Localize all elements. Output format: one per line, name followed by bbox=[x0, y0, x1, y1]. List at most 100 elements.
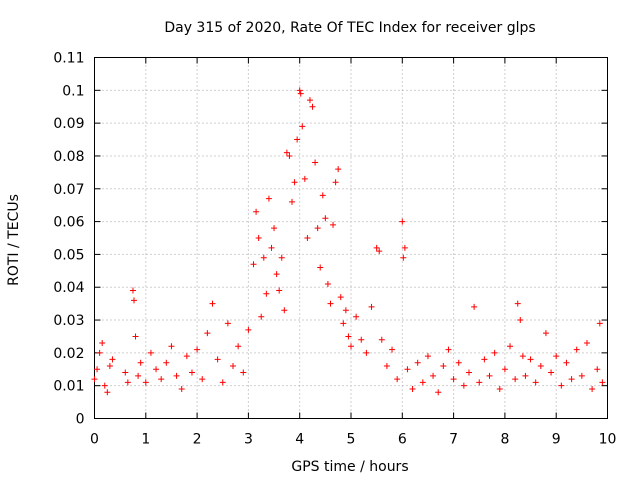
data-point bbox=[440, 362, 447, 369]
data-point bbox=[327, 300, 334, 307]
y-tick-label: 0.09 bbox=[53, 116, 84, 132]
data-point bbox=[583, 340, 590, 347]
y-axis-title: ROTI / TECUs bbox=[6, 194, 22, 286]
data-point bbox=[271, 225, 278, 232]
data-point bbox=[163, 359, 170, 366]
data-point bbox=[322, 215, 329, 222]
data-point bbox=[283, 149, 290, 156]
data-point bbox=[319, 192, 326, 199]
data-point bbox=[183, 353, 190, 360]
data-point bbox=[253, 208, 260, 215]
data-point bbox=[306, 97, 313, 104]
data-point bbox=[424, 353, 431, 360]
x-axis-title: GPS time / hours bbox=[291, 459, 408, 475]
data-point bbox=[124, 379, 131, 386]
data-point bbox=[281, 307, 288, 314]
data-point bbox=[219, 379, 226, 386]
data-point bbox=[340, 320, 347, 327]
data-point bbox=[106, 362, 113, 369]
axis-ticks bbox=[94, 57, 608, 419]
data-point bbox=[296, 87, 303, 94]
data-point bbox=[199, 376, 206, 383]
x-tick-label: 2 bbox=[193, 432, 202, 448]
x-tick-label: 7 bbox=[449, 432, 458, 448]
data-point bbox=[301, 175, 308, 182]
data-point bbox=[401, 244, 408, 251]
grid-lines bbox=[94, 57, 608, 419]
data-point bbox=[101, 382, 108, 389]
data-point bbox=[563, 359, 570, 366]
data-point bbox=[324, 280, 331, 287]
data-point bbox=[445, 346, 452, 353]
data-point bbox=[265, 195, 272, 202]
data-point bbox=[358, 336, 365, 343]
data-point bbox=[594, 366, 601, 373]
data-point bbox=[430, 372, 437, 379]
data-point bbox=[335, 166, 342, 173]
y-tick-labels: 0 0.01 0.02 0.03 0.04 0.05 0.06 0.07 0.08 0.09 0.1… bbox=[53, 51, 84, 428]
data-point bbox=[286, 152, 293, 159]
data-point bbox=[289, 198, 296, 205]
data-point bbox=[553, 353, 560, 360]
data-point bbox=[383, 362, 390, 369]
y-tick-label: 0.08 bbox=[53, 149, 84, 165]
data-point bbox=[548, 369, 555, 376]
data-point bbox=[465, 369, 472, 376]
data-point bbox=[471, 303, 478, 310]
data-point bbox=[158, 376, 165, 383]
data-point bbox=[299, 123, 306, 130]
data-point bbox=[314, 225, 321, 232]
data-point bbox=[317, 264, 324, 271]
data-point bbox=[194, 346, 201, 353]
y-tick-label: 0.06 bbox=[53, 215, 84, 231]
data-point bbox=[263, 290, 270, 297]
data-point bbox=[147, 349, 154, 356]
data-point bbox=[345, 333, 352, 340]
data-point bbox=[373, 244, 380, 251]
data-point bbox=[491, 349, 498, 356]
data-point bbox=[188, 369, 195, 376]
data-point bbox=[368, 303, 375, 310]
data-point bbox=[142, 379, 149, 386]
data-point bbox=[481, 356, 488, 363]
data-point bbox=[173, 372, 180, 379]
data-point bbox=[394, 376, 401, 383]
x-tick-label: 3 bbox=[244, 432, 253, 448]
x-tick-label: 8 bbox=[500, 432, 509, 448]
data-point bbox=[131, 297, 138, 304]
data-point bbox=[104, 389, 111, 396]
data-point bbox=[245, 326, 252, 333]
data-point bbox=[589, 385, 596, 392]
data-point bbox=[309, 103, 316, 110]
data-point bbox=[353, 313, 360, 320]
y-tick-label: 0.11 bbox=[53, 51, 84, 67]
x-tick-label: 9 bbox=[552, 432, 561, 448]
data-point bbox=[399, 218, 406, 225]
data-point bbox=[278, 254, 285, 261]
data-point bbox=[476, 379, 483, 386]
data-point bbox=[99, 340, 106, 347]
data-point bbox=[342, 307, 349, 314]
x-tick-label: 10 bbox=[599, 432, 617, 448]
data-point bbox=[596, 320, 603, 327]
data-point bbox=[312, 159, 319, 166]
data-point bbox=[204, 330, 211, 337]
data-point bbox=[258, 313, 265, 320]
data-point bbox=[137, 359, 144, 366]
data-point bbox=[214, 356, 221, 363]
data-point bbox=[507, 343, 514, 350]
data-point bbox=[568, 376, 575, 383]
y-tick-label: 0 bbox=[76, 412, 85, 428]
data-point bbox=[168, 343, 175, 350]
data-point bbox=[330, 221, 337, 228]
data-point bbox=[599, 379, 606, 386]
data-point bbox=[91, 376, 98, 383]
data-point bbox=[276, 287, 283, 294]
data-point bbox=[268, 244, 275, 251]
data-point bbox=[519, 353, 526, 360]
data-point bbox=[578, 372, 585, 379]
data-point bbox=[450, 376, 457, 383]
data-points bbox=[91, 87, 606, 396]
data-point bbox=[294, 136, 301, 143]
